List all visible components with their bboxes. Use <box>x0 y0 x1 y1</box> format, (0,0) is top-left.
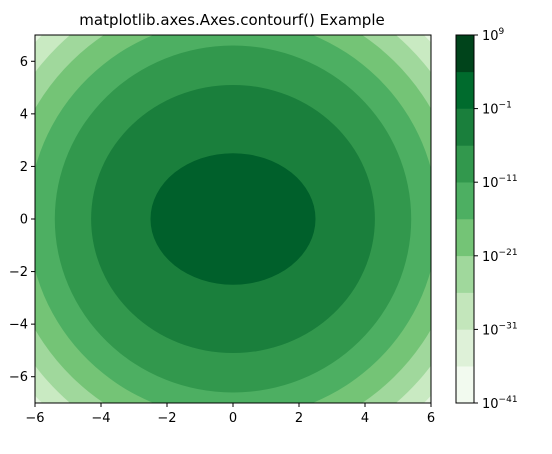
colorbar-tick-label: 10−11 <box>482 174 518 191</box>
y-tick-label: 2 <box>20 160 28 175</box>
x-axis: −6 −4 −2 0 2 4 6 <box>25 403 435 426</box>
colorbar-tick-label: 109 <box>482 27 505 44</box>
colorbar-band-7 <box>456 145 474 183</box>
colorbar-band-4 <box>456 255 474 293</box>
colorbar-band-6 <box>456 182 474 220</box>
plot-area <box>35 35 431 403</box>
colorbar-tick-label: 10−41 <box>482 395 518 412</box>
x-tick-label: −4 <box>91 411 110 426</box>
colorbar-band-1 <box>456 366 474 404</box>
y-tick-label: −2 <box>9 265 28 280</box>
y-axis: −6 −4 −2 0 2 4 6 <box>9 55 35 385</box>
colorbar-tick-label: 10−21 <box>482 248 518 265</box>
contour-band-1 <box>150 153 316 285</box>
x-tick-label: 2 <box>295 411 303 426</box>
colorbar-frame <box>455 34 475 404</box>
colorbar-band-8 <box>456 108 474 146</box>
colorbar-band-10 <box>456 35 474 73</box>
y-tick-label: −4 <box>9 318 28 333</box>
x-tick-label: −6 <box>25 411 44 426</box>
x-tick-label: 0 <box>229 411 237 426</box>
y-tick-label: −6 <box>9 370 28 385</box>
colorbar-band-3 <box>456 292 474 330</box>
colorbar-band-2 <box>456 329 474 367</box>
colorbar-tick-label: 10−1 <box>482 101 512 118</box>
y-tick-label: 4 <box>20 107 28 122</box>
x-tick-label: 4 <box>361 411 369 426</box>
x-tick-label: 6 <box>427 411 435 426</box>
y-tick-label: 0 <box>20 213 28 228</box>
colorbar-band-5 <box>456 219 474 257</box>
colorbar: 109 10−1 10−11 10−21 10−31 10−41 <box>455 27 518 412</box>
x-tick-label: −2 <box>157 411 176 426</box>
colorbar-tick-label: 10−31 <box>482 321 518 338</box>
colorbar-band-9 <box>456 71 474 109</box>
chart-title: matplotlib.axes.Axes.contourf() Example <box>79 11 384 29</box>
y-tick-label: 6 <box>20 55 28 70</box>
